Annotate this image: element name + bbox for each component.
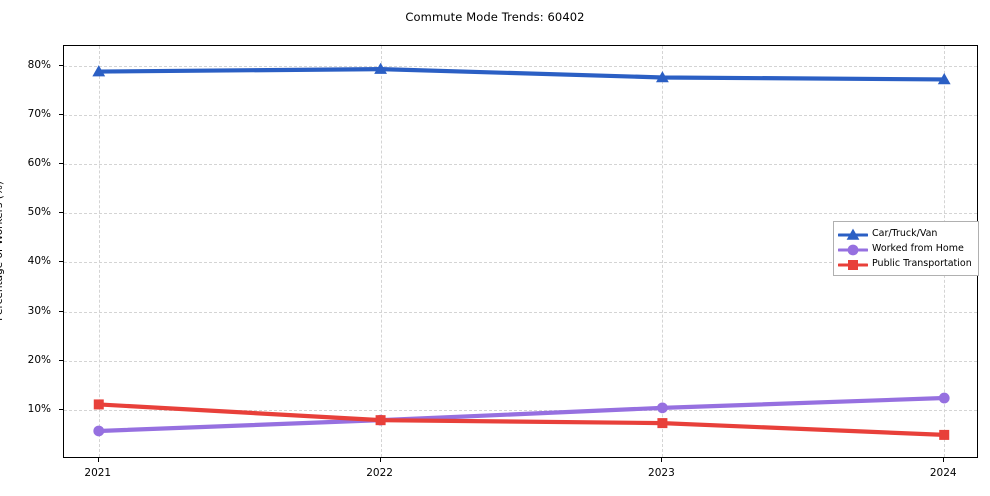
x-axis-tick-mark	[661, 458, 663, 462]
data-point-marker	[846, 228, 860, 240]
legend-swatch-triangle-icon	[837, 227, 869, 241]
chart-title: Commute Mode Trends: 60402	[405, 10, 585, 24]
y-axis-tick-mark	[59, 408, 63, 410]
y-axis-tick-mark	[59, 310, 63, 312]
gridline-vertical	[380, 46, 382, 457]
data-point-marker	[92, 65, 106, 77]
legend-swatch-circle-icon	[837, 242, 869, 256]
gridline-horizontal	[64, 164, 977, 165]
legend-item[interactable]: Car/Truck/Van	[837, 226, 973, 241]
gridline-horizontal	[64, 213, 977, 215]
plot-area	[63, 45, 978, 458]
data-point-marker	[93, 425, 105, 437]
gridline-vertical	[662, 46, 664, 457]
data-point-marker	[939, 429, 950, 440]
gridline-horizontal	[64, 311, 977, 313]
x-axis-tick-label: 2021	[84, 467, 112, 479]
gridline-horizontal	[64, 65, 977, 67]
x-axis-tick-mark	[97, 458, 99, 462]
y-axis-tick-mark	[59, 212, 63, 214]
data-point-marker	[847, 244, 859, 255]
data-point-marker	[374, 62, 387, 74]
data-point-marker	[657, 418, 668, 429]
legend-label: Car/Truck/Van	[872, 228, 938, 239]
y-axis-tick-mark	[59, 64, 63, 66]
gridline-horizontal	[64, 360, 977, 362]
y-axis-tick-label: 60%	[27, 157, 51, 169]
gridline-vertical	[98, 46, 100, 457]
gridline-horizontal	[64, 262, 977, 264]
legend-label: Public Transportation	[872, 258, 972, 269]
chart-legend[interactable]: Car/Truck/Van Worked from Home Public Tran…	[833, 221, 979, 276]
y-axis-tick-label: 80%	[27, 58, 51, 71]
x-axis-tick-label: 2023	[648, 467, 675, 479]
data-point-marker	[375, 415, 386, 426]
series-line	[96, 395, 947, 434]
y-axis-label: Percentage of Workers (%)	[0, 181, 5, 321]
legend-swatch-square-icon	[837, 257, 869, 271]
x-axis-tick-mark	[943, 458, 945, 462]
y-axis-tick-label: 10%	[27, 402, 51, 415]
y-axis-tick-label: 70%	[27, 107, 51, 120]
data-point-marker	[93, 399, 104, 410]
series-line	[96, 67, 947, 82]
legend-item[interactable]: Worked from Home	[837, 241, 973, 256]
x-axis-tick-mark	[379, 458, 381, 462]
data-point-marker	[937, 73, 951, 85]
series-line	[96, 402, 947, 438]
y-axis-tick-label: 50%	[27, 206, 51, 219]
y-axis-tick-mark	[59, 113, 63, 115]
legend-label: Worked from Home	[872, 243, 964, 254]
x-axis-tick-label: 2022	[366, 467, 393, 479]
data-point-marker	[656, 71, 669, 83]
legend-item[interactable]: Public Transportation	[837, 256, 973, 271]
series-lines	[92, 62, 951, 440]
data-point-marker	[848, 259, 858, 270]
y-axis-tick-mark	[59, 359, 63, 361]
gridline-horizontal	[64, 114, 977, 116]
data-point-marker	[657, 402, 668, 414]
y-axis-tick-label: 30%	[27, 304, 51, 317]
y-axis-tick-mark	[59, 261, 63, 263]
y-axis-tick-label: 40%	[27, 255, 51, 268]
gridline-horizontal	[64, 409, 977, 411]
x-axis-tick-label: 2024	[929, 467, 957, 479]
y-axis-tick-mark	[59, 163, 63, 164]
y-axis-tick-label: 20%	[27, 353, 51, 366]
data-point-marker	[938, 392, 950, 404]
